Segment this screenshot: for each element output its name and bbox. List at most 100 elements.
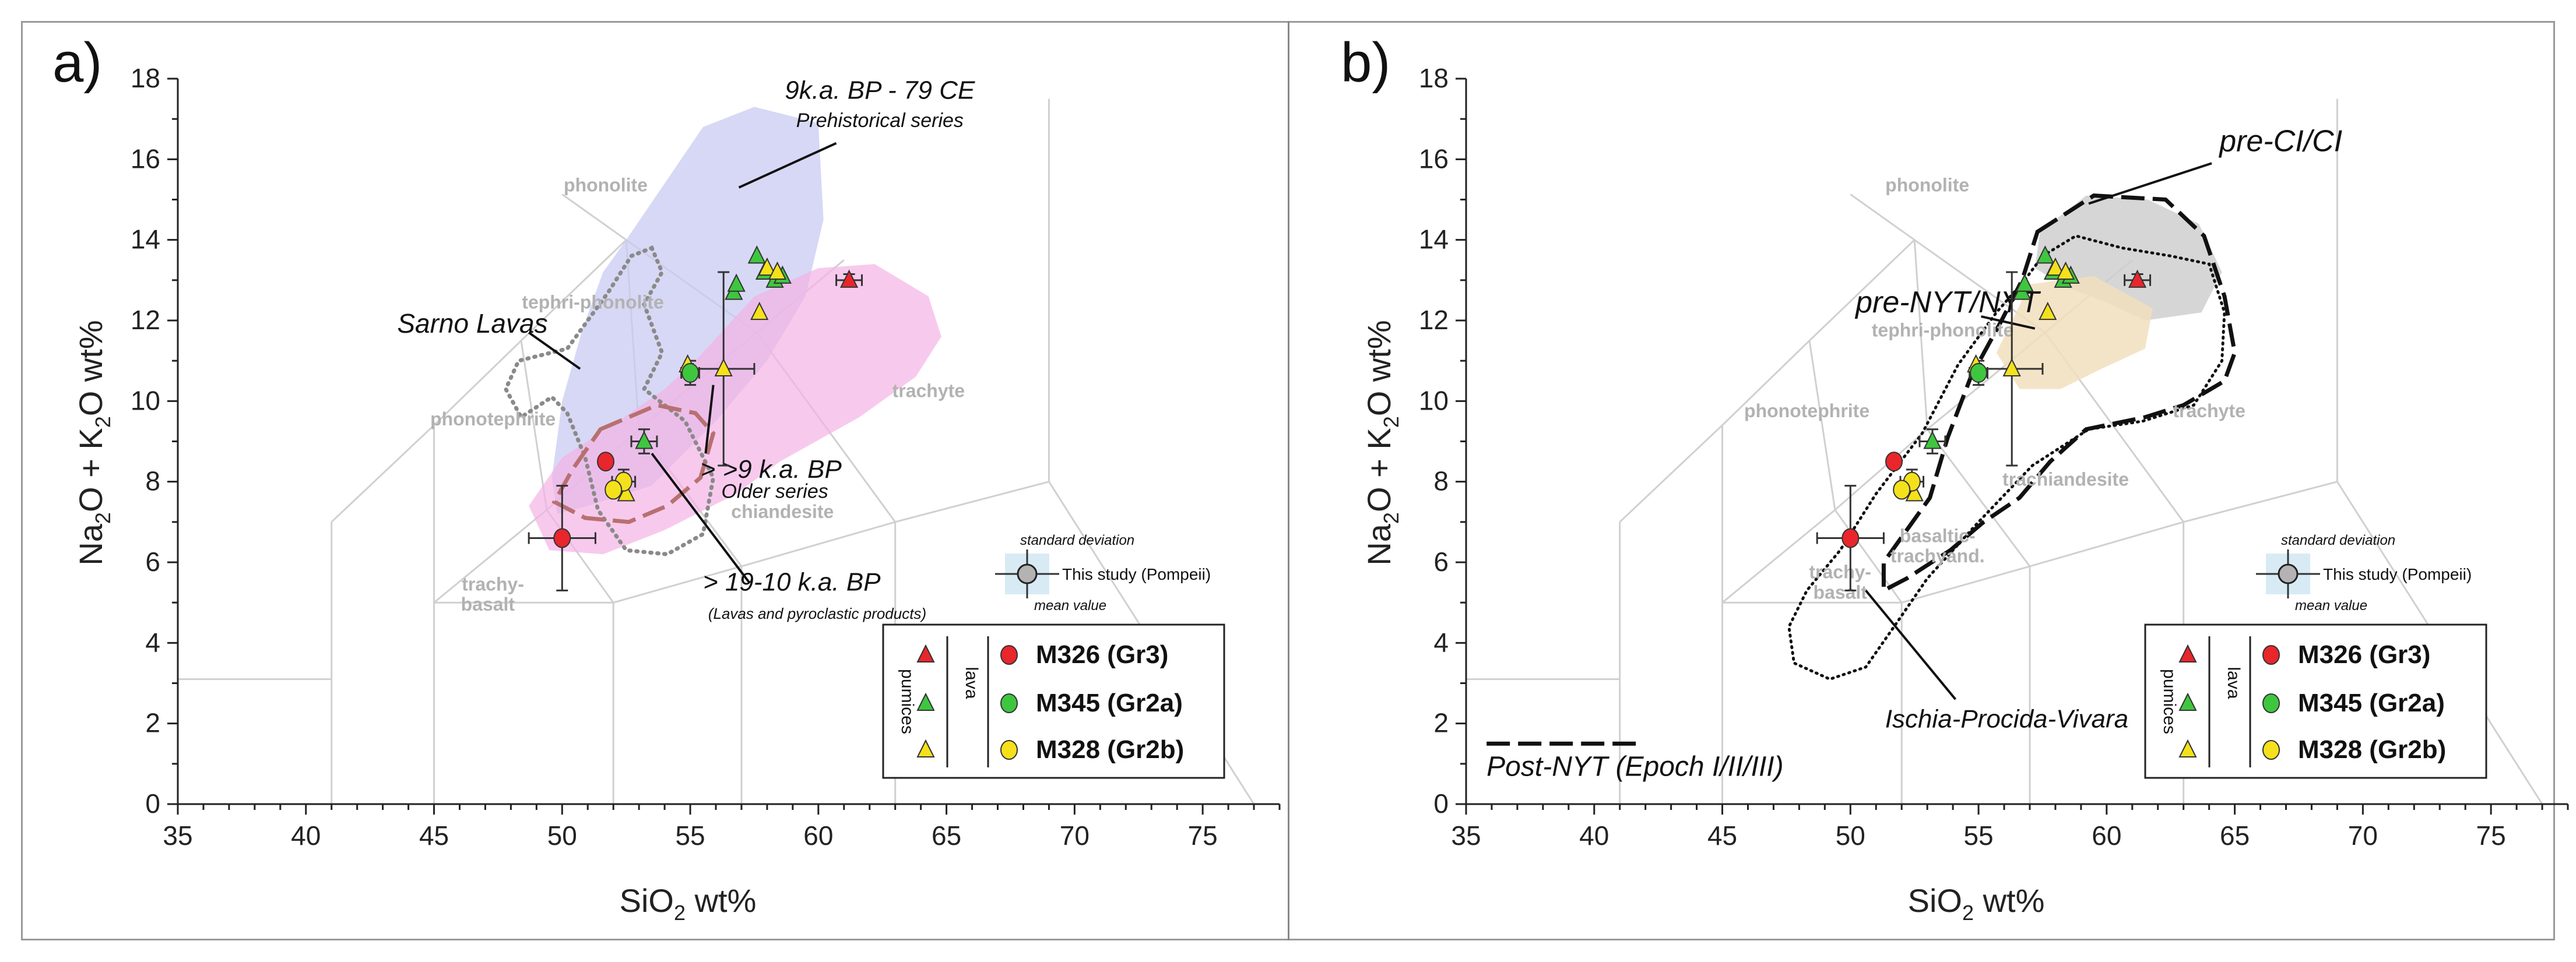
tas-boundary-line bbox=[1808, 340, 1836, 510]
annotation-ischia: Ischia-Procida-Vivara bbox=[1885, 705, 2128, 734]
annotation-leader bbox=[528, 332, 581, 370]
x-tick-label: 45 bbox=[1707, 820, 1737, 851]
tas-field-label: chiandesite bbox=[731, 501, 834, 522]
y-tick-label: 14 bbox=[131, 224, 160, 255]
x-tick-label: 40 bbox=[1579, 820, 1609, 851]
std-key-marker bbox=[1017, 563, 1038, 584]
legend-lava-marker bbox=[1000, 693, 1018, 713]
post-nyt-outline bbox=[1881, 193, 2237, 594]
annotation-pre-ci: pre-CI/CI bbox=[2218, 125, 2342, 158]
data-point-triangle bbox=[768, 261, 787, 280]
std-key-marker bbox=[2278, 563, 2299, 584]
legend-box bbox=[2144, 623, 2487, 779]
legend-entry-label: M328 (Gr2b) bbox=[1036, 735, 1184, 764]
x-tick-label: 75 bbox=[2476, 820, 2506, 851]
x-tick-label: 65 bbox=[932, 820, 961, 851]
mean-key-label: mean value bbox=[2295, 598, 2367, 614]
panel-separator bbox=[1288, 21, 1289, 940]
annotation-prehistoric-title: 9k.a. BP - 79 CE bbox=[785, 76, 975, 105]
y-tick-label: 8 bbox=[145, 466, 160, 496]
legend-lava-marker bbox=[1000, 645, 1018, 665]
older-series-outline bbox=[551, 403, 716, 524]
legend-pumices-label: pumices bbox=[2160, 669, 2179, 734]
sarno-lavas-outline bbox=[503, 245, 716, 556]
panel-label: b) bbox=[1341, 31, 1390, 94]
data-point-circle bbox=[553, 528, 571, 548]
tas-boundary-line bbox=[561, 193, 627, 241]
x-tick-label: 60 bbox=[2092, 820, 2121, 851]
y-tick-label: 2 bbox=[1433, 708, 1449, 738]
y-tick-label: 6 bbox=[145, 547, 160, 577]
study-key-label: This study (Pompeii) bbox=[2323, 565, 2472, 583]
x-axis-label: SiO2 wt% bbox=[1908, 882, 2045, 925]
y-axis-label: Na2O + K2O wt% bbox=[72, 320, 115, 565]
tas-boundary-line bbox=[1913, 239, 1928, 429]
tas-field-label: trachiandesite bbox=[2002, 469, 2129, 490]
annotation-leader bbox=[1981, 315, 2036, 330]
x-tick-label: 75 bbox=[1188, 820, 1218, 851]
tas-boundary-line bbox=[1850, 193, 1916, 241]
y-axis-label: Na2O + K2O wt% bbox=[1361, 320, 1403, 565]
annotation-leader bbox=[2088, 162, 2212, 205]
tas-field-label: phonotephrite bbox=[1744, 400, 1869, 421]
legend-pumice-marker bbox=[916, 739, 935, 757]
data-point-triangle bbox=[1923, 431, 1942, 449]
y-tick-label: 10 bbox=[131, 385, 160, 415]
tas-field-label: trachyte bbox=[2173, 400, 2245, 421]
legend-lava-label: lava bbox=[962, 667, 981, 699]
y-tick-label: 10 bbox=[1419, 385, 1449, 415]
tas-field-label: phonolite bbox=[564, 175, 648, 196]
data-point-circle bbox=[1893, 480, 1911, 500]
y-tick-label: 6 bbox=[1433, 547, 1449, 577]
x-tick-label: 70 bbox=[2348, 820, 2378, 851]
x-tick-label: 55 bbox=[675, 820, 705, 851]
y-tick-label: 18 bbox=[131, 63, 160, 93]
data-point-triangle bbox=[2015, 273, 2034, 292]
annotation-sarno-lavas: Sarno Lavas bbox=[397, 308, 547, 339]
panel-b-chart: 0 2 4 6 8 10 12 14 16 18 35 40 45 50 55 60 65 70 75 SiO2 wt… bbox=[1341, 31, 2569, 925]
y-tick-label: 4 bbox=[145, 627, 160, 657]
legend-entry-label: M345 (Gr2a) bbox=[2298, 689, 2445, 717]
data-point-circle bbox=[1841, 528, 1860, 548]
x-tick-label: 70 bbox=[1060, 820, 1090, 851]
pre-nyt-field bbox=[1996, 276, 2153, 389]
annotation-older-subtitle: Older series bbox=[721, 480, 828, 502]
study-key-label: This study (Pompeii) bbox=[1062, 565, 1211, 583]
x-tick-label: 50 bbox=[1836, 820, 1865, 851]
y-tick-label: 12 bbox=[1419, 305, 1449, 335]
annotation-pre-nyt: pre-NYT/NYT bbox=[1854, 286, 2041, 319]
data-point-triangle bbox=[2056, 261, 2075, 280]
annotation-leader bbox=[651, 453, 750, 583]
legend-lava-label: lava bbox=[2224, 667, 2243, 699]
annotation-young-title: > 19-10 k.a. BP bbox=[703, 568, 881, 596]
y-tick-label: 0 bbox=[145, 788, 160, 819]
x-tick-label: 55 bbox=[1963, 820, 1993, 851]
y-tick-label: 0 bbox=[1433, 788, 1449, 819]
panel-label: a) bbox=[52, 31, 102, 94]
std-key-label: standard deviation bbox=[1020, 533, 1134, 548]
legend-pumice-marker bbox=[916, 692, 935, 711]
ischia-procida-vivara-outline bbox=[1787, 234, 2226, 681]
std-key-label: standard deviation bbox=[2281, 533, 2395, 548]
y-tick-label: 18 bbox=[1419, 63, 1449, 93]
data-point-triangle bbox=[635, 431, 653, 449]
legend-lava-marker bbox=[2262, 645, 2280, 665]
tas-boundary-line bbox=[1721, 332, 2046, 604]
x-axis-label: SiO2 wt% bbox=[620, 882, 757, 925]
panel-a-chart: 0 2 4 6 8 10 12 14 16 18 35 40 45 50 55 60 65 70 75 SiO2 wt… bbox=[52, 31, 1281, 925]
tas-field-label: trachy- bbox=[462, 573, 524, 594]
y-tick-label: 16 bbox=[131, 143, 160, 174]
annotation-older-title: > >9 k.a. BP bbox=[701, 455, 842, 484]
tas-field-label: trachyand. bbox=[1890, 545, 1985, 566]
tas-field-label: trachyte bbox=[892, 380, 965, 401]
legend-entry-label: M326 (Gr3) bbox=[2298, 640, 2430, 669]
data-point-triangle bbox=[727, 273, 746, 292]
data-point-circle bbox=[605, 480, 623, 500]
annotation-leader bbox=[738, 142, 837, 189]
tas-field-label: phonotephrite bbox=[430, 408, 556, 429]
x-tick-label: 35 bbox=[1451, 820, 1481, 851]
y-tick-label: 14 bbox=[1419, 224, 1449, 255]
data-point-triangle bbox=[2046, 257, 2065, 276]
tas-field-label: tephri-phonolite bbox=[1872, 320, 2014, 341]
